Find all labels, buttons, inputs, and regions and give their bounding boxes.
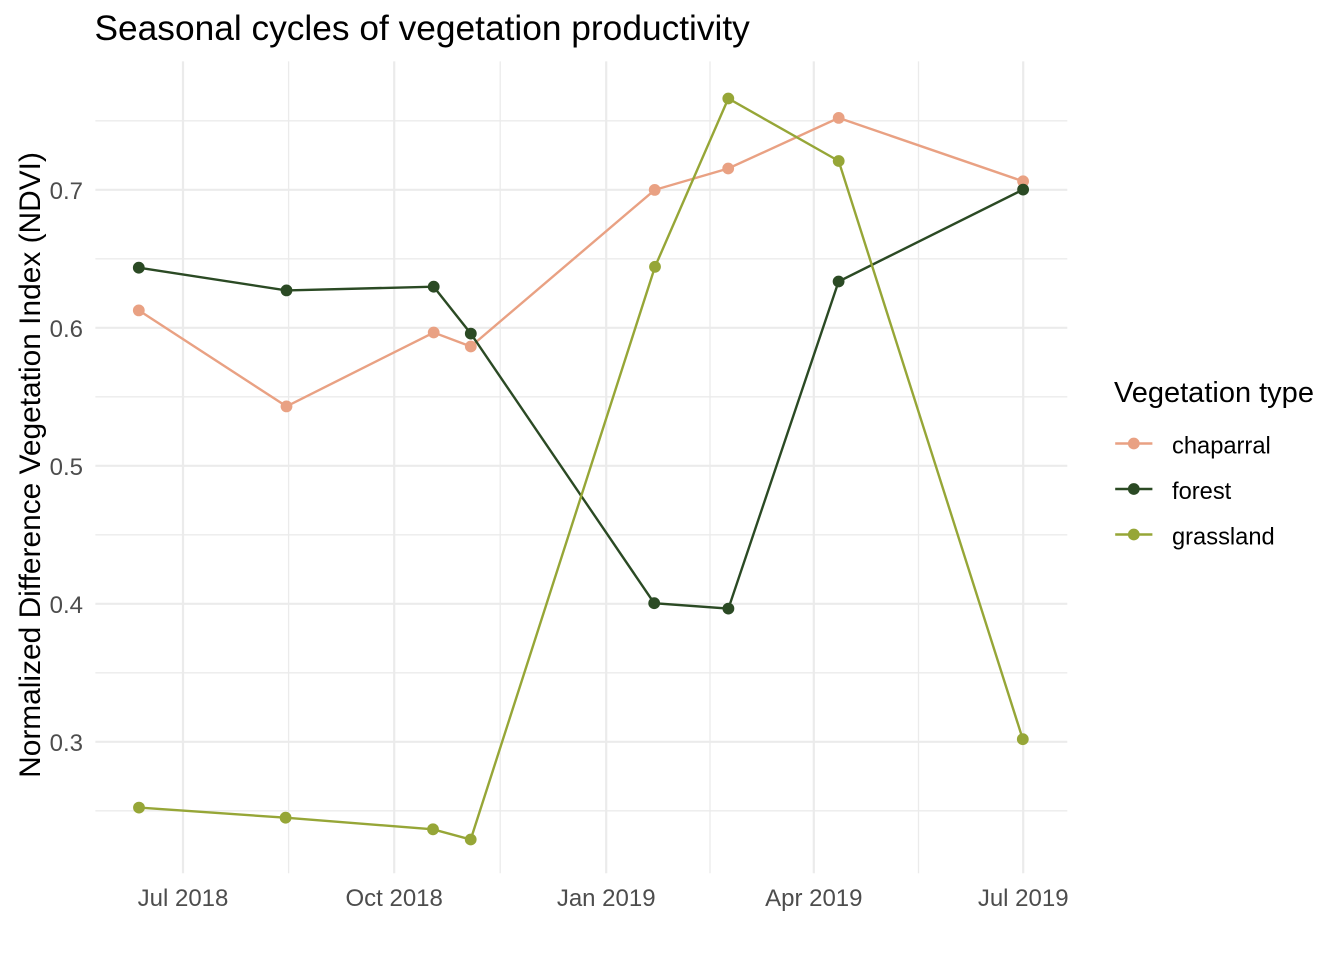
svg-text:forest: forest: [1172, 479, 1232, 505]
svg-text:0.3: 0.3: [50, 730, 83, 757]
svg-text:chaparral: chaparral: [1172, 434, 1271, 460]
svg-text:Jul 2018: Jul 2018: [138, 885, 229, 912]
svg-text:0.4: 0.4: [50, 592, 83, 619]
svg-text:Seasonal cycles of vegetation: Seasonal cycles of vegetation productivi…: [95, 9, 751, 48]
svg-text:0.7: 0.7: [50, 178, 83, 205]
svg-text:grassland: grassland: [1172, 525, 1275, 551]
svg-text:Apr 2019: Apr 2019: [765, 885, 862, 912]
svg-text:Oct 2018: Oct 2018: [345, 885, 442, 912]
svg-text:Normalized Difference Vegetati: Normalized Difference Vegetation Index (…: [14, 152, 47, 778]
svg-text:Jul 2019: Jul 2019: [978, 885, 1069, 912]
svg-text:0.6: 0.6: [50, 316, 83, 343]
svg-text:0.5: 0.5: [50, 454, 83, 481]
svg-text:Vegetation type: Vegetation type: [1114, 377, 1314, 409]
svg-text:Jan 2019: Jan 2019: [557, 885, 656, 912]
